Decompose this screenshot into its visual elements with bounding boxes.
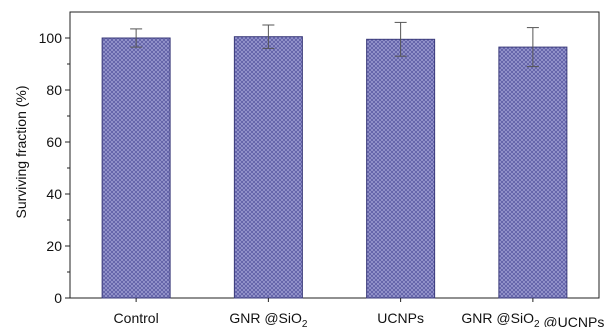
x-tick-label-2: UCNPs bbox=[377, 310, 424, 326]
x-axis-labels: Control GNR @SiO2 UCNPs GNR @SiO2 @UCNPs bbox=[114, 298, 604, 327]
y-axis: 0 20 40 60 80 100 bbox=[39, 30, 70, 306]
bar-2 bbox=[366, 38, 436, 299]
x-tick-label-1: GNR @SiO2 bbox=[229, 310, 308, 327]
y-tick-label: 100 bbox=[39, 30, 63, 46]
y-tick-label: 40 bbox=[46, 186, 62, 202]
y-axis-title: Surviving fraction (%) bbox=[13, 85, 29, 218]
plot-frame bbox=[69, 11, 600, 299]
error-bars-group bbox=[130, 21, 539, 68]
x-tick-label-3: GNR @SiO2 @UCNPs bbox=[461, 310, 604, 327]
y-tick-label: 0 bbox=[54, 290, 62, 306]
bar-0 bbox=[101, 37, 171, 299]
y-tick-label: 20 bbox=[46, 238, 62, 254]
y-tick-label: 60 bbox=[46, 134, 62, 150]
x-tick-label-0: Control bbox=[114, 310, 159, 326]
bar-3 bbox=[498, 46, 568, 299]
y-tick-label: 80 bbox=[46, 82, 62, 98]
plot-border bbox=[69, 11, 600, 299]
bars-group bbox=[101, 36, 568, 299]
bar-1 bbox=[233, 36, 303, 299]
